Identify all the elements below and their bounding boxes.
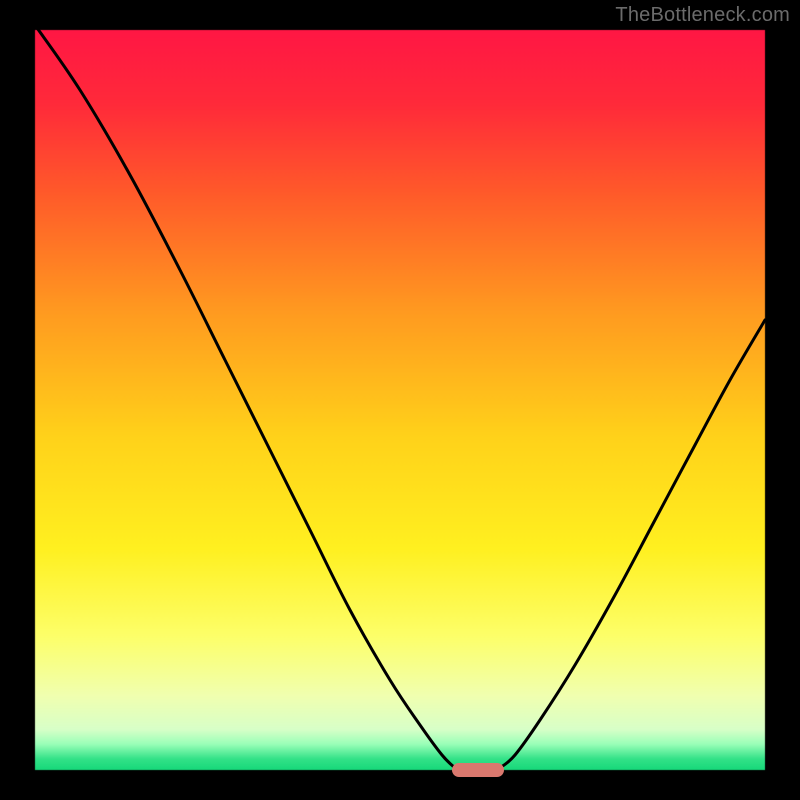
optimal-marker [452, 763, 504, 777]
watermark-text: TheBottleneck.com [615, 4, 790, 27]
curve-right-branch [500, 320, 765, 768]
bottleneck-chart: TheBottleneck.com [0, 0, 800, 800]
curve-left-branch [35, 25, 455, 768]
bottleneck-curve [0, 0, 800, 800]
